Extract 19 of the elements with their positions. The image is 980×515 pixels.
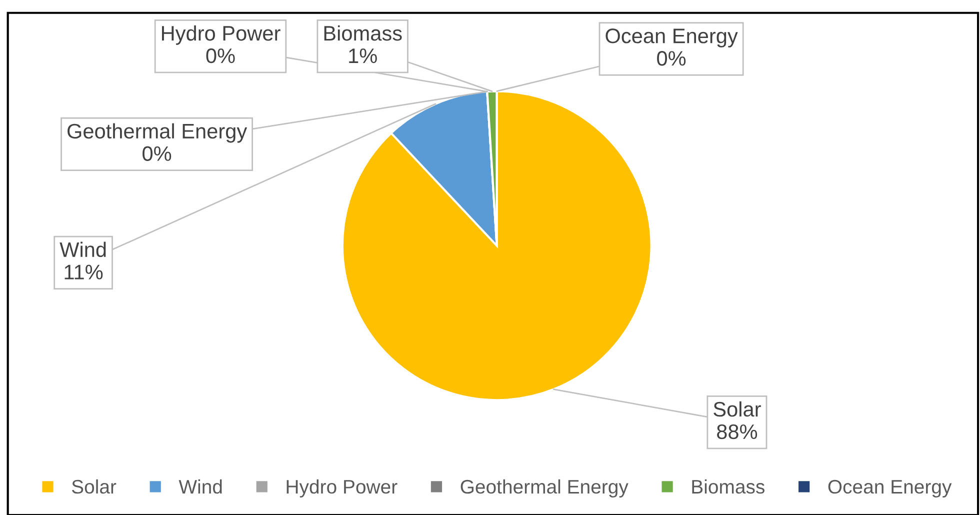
- slice-label: Solar: [714, 401, 761, 417]
- slice-label: Biomass: [324, 25, 402, 41]
- legend-label: Ocean Energy: [828, 480, 952, 498]
- pie-slice: [341, 90, 652, 402]
- category-label: Geothermal Energy: [68, 123, 248, 143]
- text: 0%: [142, 146, 172, 162]
- category-label: Ocean Energy: [606, 28, 738, 48]
- data-label: 1%: [349, 48, 377, 64]
- slice-label: Wind: [60, 242, 106, 258]
- category-label: Hydro Power: [162, 25, 280, 45]
- legend-label: Wind: [178, 479, 222, 494]
- text: 0%: [206, 48, 235, 64]
- legend-label: Hydro Power: [286, 479, 398, 498]
- legend-label: Geothermal Energy: [460, 479, 628, 498]
- text: 0%: [657, 50, 686, 66]
- legend-label: Biomass: [692, 479, 764, 494]
- data-label: 11%: [64, 264, 103, 280]
- legend-label: Solar: [72, 479, 116, 494]
- data-label: 88%: [717, 424, 758, 440]
